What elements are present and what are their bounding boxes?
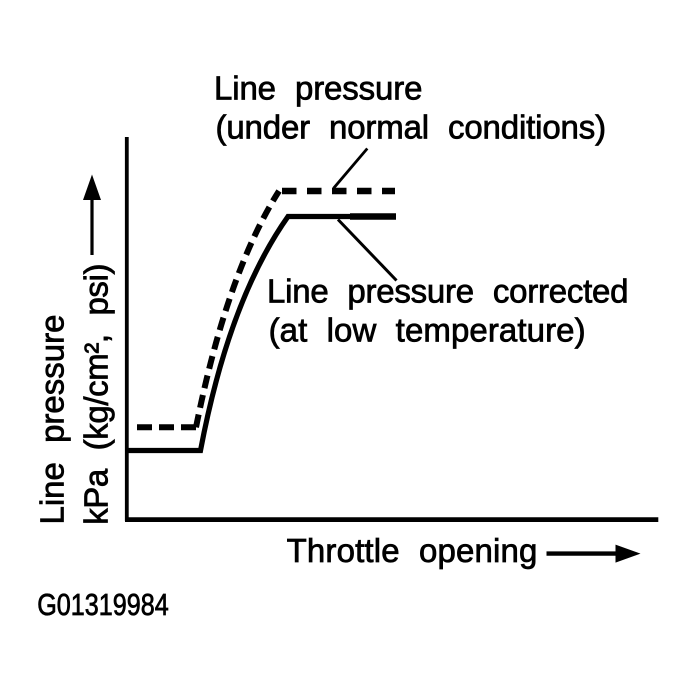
svg-text:G01319984: G01319984	[37, 586, 169, 621]
svg-text:Throttle opening: Throttle opening	[287, 532, 538, 569]
svg-text:Line pressure: Line pressure	[33, 315, 70, 525]
svg-text:(at low temperature): (at low temperature)	[269, 312, 586, 349]
svg-text:(under normal conditions): (under normal conditions)	[216, 109, 607, 146]
svg-text:Line pressure: Line pressure	[214, 70, 423, 107]
svg-text:Line pressure corrected: Line pressure corrected	[267, 273, 629, 310]
svg-text:kPa (kg/cm², psi): kPa (kg/cm², psi)	[78, 264, 115, 525]
